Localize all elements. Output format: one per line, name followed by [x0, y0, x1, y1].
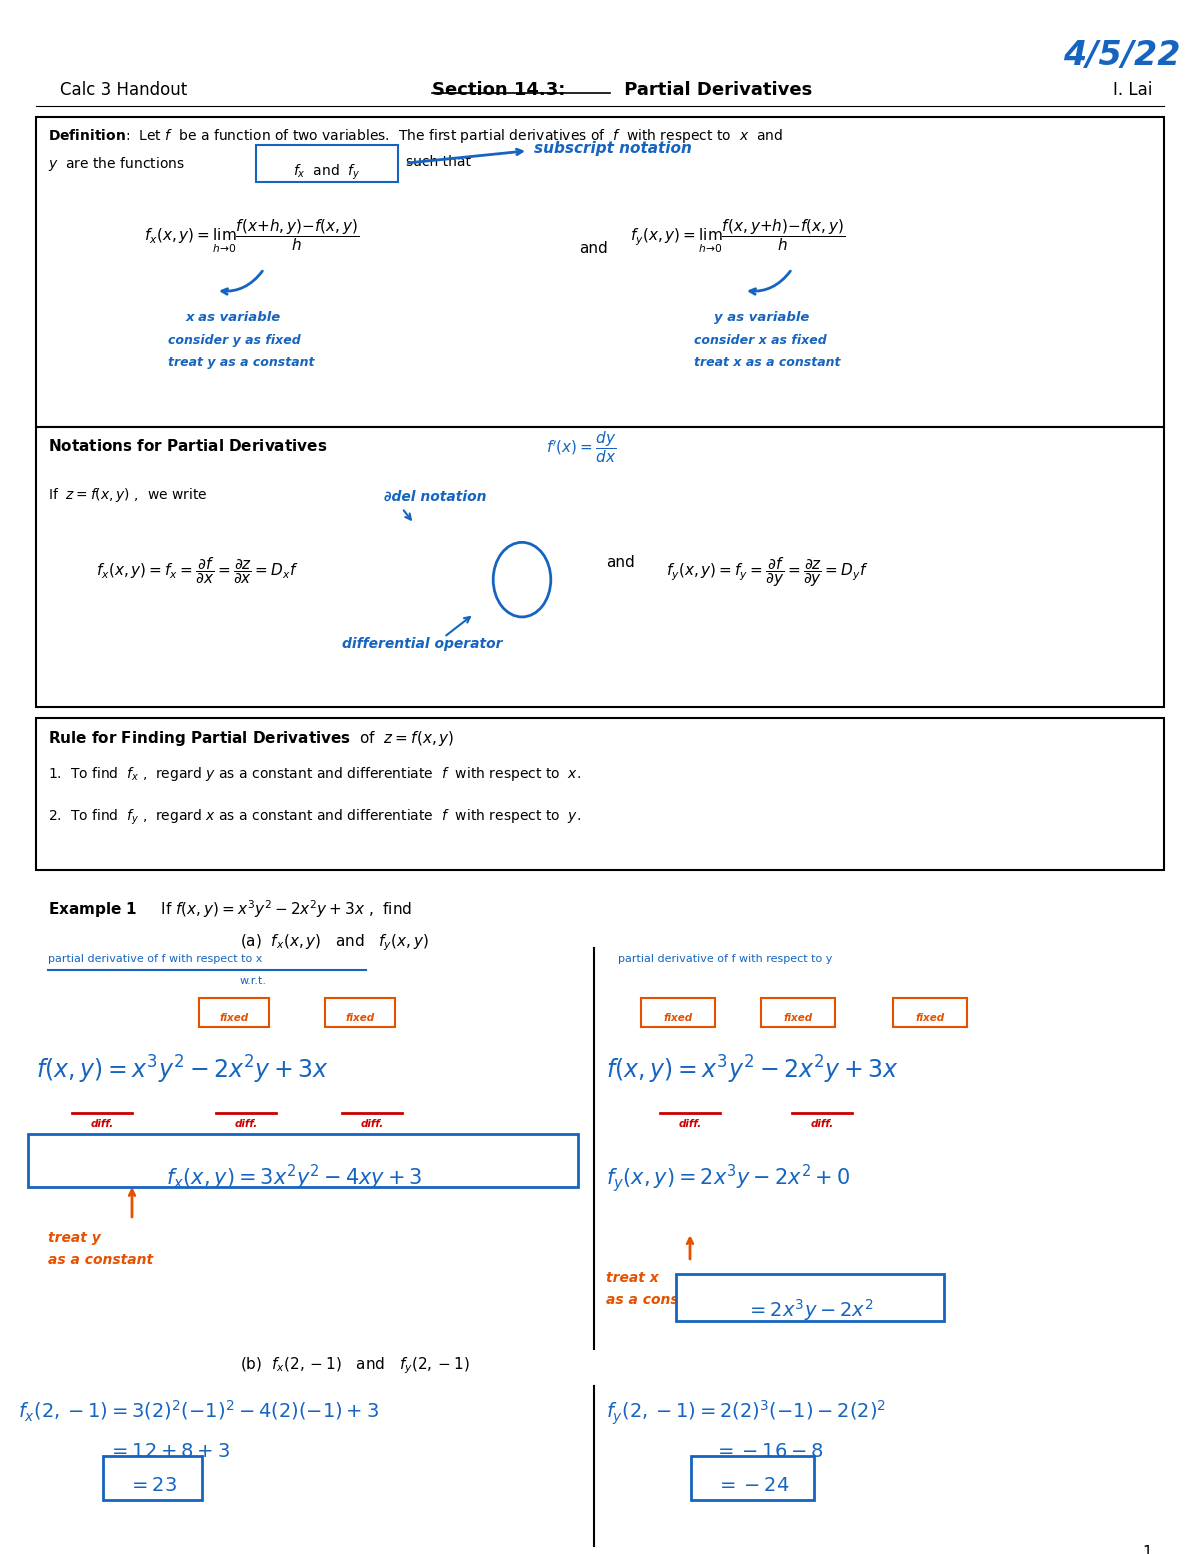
FancyBboxPatch shape [199, 998, 269, 1027]
Text: and: and [606, 555, 635, 570]
Text: treat x as a constant: treat x as a constant [694, 356, 840, 368]
FancyBboxPatch shape [325, 998, 395, 1027]
Text: If  $z = f(x,y)$ ,  we write: If $z = f(x,y)$ , we write [48, 486, 208, 505]
Bar [36, 718, 1164, 870]
Text: differential operator: differential operator [342, 637, 503, 651]
Text: $f(x,y) = x^3y^2 - 2x^2y + 3x$: $f(x,y) = x^3y^2 - 2x^2y + 3x$ [606, 1054, 899, 1086]
Text: Calc 3 Handout: Calc 3 Handout [60, 81, 187, 99]
FancyBboxPatch shape [691, 1456, 814, 1500]
Text: $f_y(x,y) = 2x^3y - 2x^2 + 0$: $f_y(x,y) = 2x^3y - 2x^2 + 0$ [606, 1162, 851, 1195]
Text: $\mathbf{Example\ 1}$     If $f(x,y) = x^3y^2 - 2x^2y + 3x$ ,  find: $\mathbf{Example\ 1}$ If $f(x,y) = x^3y^… [48, 898, 413, 920]
Text: Section 14.3:: Section 14.3: [432, 81, 565, 99]
Text: (b)  $f_x(2,-1)$   and   $f_y(2,-1)$: (b) $f_x(2,-1)$ and $f_y(2,-1)$ [240, 1355, 469, 1375]
Text: $f_x(x,y) = \lim_{h \to 0} \dfrac{f(x+h,y) - f(x,y)}{h}$: $f_x(x,y) = \lim_{h \to 0} \dfrac{f(x+h,… [144, 218, 360, 255]
Text: diff.: diff. [234, 1119, 258, 1128]
Text: 4/5/22: 4/5/22 [1063, 39, 1181, 71]
Text: partial derivative of f with respect to x: partial derivative of f with respect to … [48, 954, 263, 963]
Bar [36, 117, 1164, 427]
FancyBboxPatch shape [676, 1274, 944, 1321]
Text: Partial Derivatives: Partial Derivatives [618, 81, 812, 99]
Text: $f_x(2,-1) = 3(2)^2(-1)^2 - 4(2)(-1) + 3$: $f_x(2,-1) = 3(2)^2(-1)^2 - 4(2)(-1) + 3… [18, 1399, 379, 1423]
Text: treat y: treat y [48, 1231, 101, 1245]
Text: $= -16 - 8$: $= -16 - 8$ [714, 1442, 823, 1461]
Text: I. Lai: I. Lai [1112, 81, 1152, 99]
Text: $\mathbf{Definition}$:  Let $f$  be a function of two variables.  The first part: $\mathbf{Definition}$: Let $f$ be a func… [48, 127, 782, 146]
Text: $= 2x^3y - 2x^2$: $= 2x^3y - 2x^2$ [746, 1298, 874, 1324]
Text: $f(x,y) = x^3y^2 - 2x^2y + 3x$: $f(x,y) = x^3y^2 - 2x^2y + 3x$ [36, 1054, 329, 1086]
Text: fixed: fixed [220, 1013, 248, 1023]
Text: $f_y(x,y) = f_y = \dfrac{\partial f}{\partial y} = \dfrac{\partial z}{\partial y: $f_y(x,y) = f_y = \dfrac{\partial f}{\pa… [666, 555, 869, 589]
Text: (a)  $f_x(x,y)$   and   $f_y(x,y)$: (a) $f_x(x,y)$ and $f_y(x,y)$ [240, 932, 430, 953]
Text: $\mathbf{Notations\ for\ Partial\ Derivatives}$: $\mathbf{Notations\ for\ Partial\ Deriva… [48, 438, 328, 454]
Text: as a constant: as a constant [606, 1293, 712, 1307]
Text: $\mathbf{Rule\ for\ Finding\ Partial\ Derivatives}$  of  $z = f(x, y)$: $\mathbf{Rule\ for\ Finding\ Partial\ De… [48, 729, 455, 747]
FancyBboxPatch shape [103, 1456, 202, 1500]
Text: treat x: treat x [606, 1271, 659, 1285]
Text: ∂del notation: ∂del notation [384, 490, 486, 503]
Text: diff.: diff. [90, 1119, 114, 1128]
Text: 1: 1 [1142, 1545, 1152, 1554]
Text: subscript notation: subscript notation [534, 141, 692, 157]
Text: $f_y(2,-1) = 2(2)^3(-1) - 2(2)^2$: $f_y(2,-1) = 2(2)^3(-1) - 2(2)^2$ [606, 1399, 887, 1427]
Bar [36, 427, 1164, 707]
Text: fixed: fixed [346, 1013, 374, 1023]
Text: $f_x$  and  $f_y$: $f_x$ and $f_y$ [293, 163, 360, 182]
Text: w.r.t.: w.r.t. [240, 976, 266, 985]
Text: fixed: fixed [916, 1013, 944, 1023]
Text: $f_x(x,y) = 3x^2y^2 - 4xy + 3$: $f_x(x,y) = 3x^2y^2 - 4xy + 3$ [166, 1162, 422, 1192]
Text: consider x as fixed: consider x as fixed [694, 334, 827, 347]
Text: 2.  To find  $f_y$ ,  regard $x$ as a constant and differentiate  $f$  with resp: 2. To find $f_y$ , regard $x$ as a const… [48, 808, 581, 827]
Text: $y$  are the functions: $y$ are the functions [48, 155, 185, 174]
FancyBboxPatch shape [893, 998, 967, 1027]
Text: $f_x(x,y) = f_x = \dfrac{\partial f}{\partial x} = \dfrac{\partial z}{\partial x: $f_x(x,y) = f_x = \dfrac{\partial f}{\pa… [96, 555, 299, 586]
Text: x as variable: x as variable [186, 311, 281, 323]
FancyBboxPatch shape [761, 998, 835, 1027]
Text: 1.  To find  $f_x$ ,  regard $y$ as a constant and differentiate  $f$  with resp: 1. To find $f_x$ , regard $y$ as a const… [48, 765, 581, 783]
Text: $= 12 + 8 + 3$: $= 12 + 8 + 3$ [108, 1442, 230, 1461]
Text: diff.: diff. [678, 1119, 702, 1128]
Text: diff.: diff. [810, 1119, 834, 1128]
Text: $= -24$: $= -24$ [715, 1476, 790, 1495]
Text: and: and [580, 241, 608, 256]
Text: consider y as fixed: consider y as fixed [168, 334, 301, 347]
Text: fixed: fixed [664, 1013, 692, 1023]
FancyBboxPatch shape [641, 998, 715, 1027]
Text: $f'(x) = \dfrac{dy}{dx}$: $f'(x) = \dfrac{dy}{dx}$ [546, 429, 617, 465]
Text: partial derivative of f with respect to y: partial derivative of f with respect to … [618, 954, 833, 963]
Text: fixed: fixed [784, 1013, 812, 1023]
Text: as a constant: as a constant [48, 1253, 154, 1267]
FancyBboxPatch shape [256, 145, 398, 182]
Text: such that: such that [406, 155, 470, 169]
FancyBboxPatch shape [28, 1134, 578, 1187]
Text: diff.: diff. [360, 1119, 384, 1128]
Text: $f_y(x,y) = \lim_{h \to 0} \dfrac{f(x,y+h) - f(x,y)}{h}$: $f_y(x,y) = \lim_{h \to 0} \dfrac{f(x,y+… [630, 218, 846, 255]
Text: $= 23$: $= 23$ [128, 1476, 176, 1495]
Text: y as variable: y as variable [714, 311, 809, 323]
Text: treat y as a constant: treat y as a constant [168, 356, 314, 368]
